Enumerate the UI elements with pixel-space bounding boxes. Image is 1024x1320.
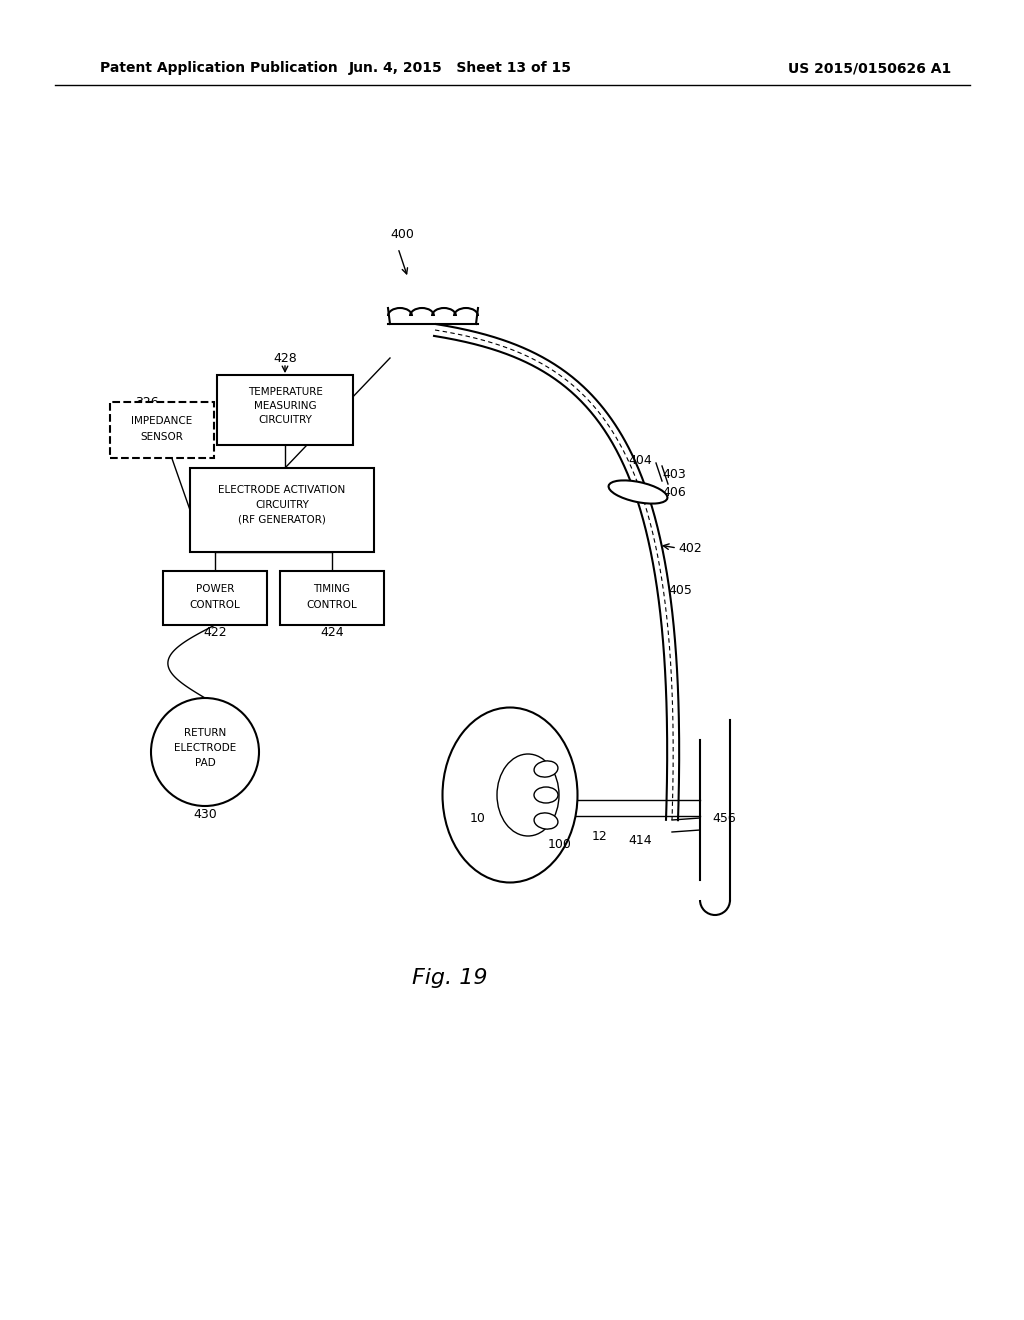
Text: 414: 414 [628,833,652,846]
FancyBboxPatch shape [217,375,353,445]
Text: 400: 400 [390,228,414,242]
Text: 424: 424 [321,627,344,639]
Text: 456: 456 [712,812,736,825]
Text: 10: 10 [470,812,486,825]
FancyBboxPatch shape [280,572,384,624]
Text: 326: 326 [135,396,159,408]
Text: 422: 422 [203,627,226,639]
Text: IMPEDANCE: IMPEDANCE [131,416,193,426]
FancyBboxPatch shape [190,469,374,552]
Circle shape [151,698,259,807]
Text: ELECTRODE: ELECTRODE [174,743,237,752]
Text: SENSOR: SENSOR [140,432,183,442]
Text: PAD: PAD [195,758,215,768]
FancyBboxPatch shape [110,403,214,458]
Text: CONTROL: CONTROL [189,601,241,610]
Text: 402: 402 [678,541,701,554]
Text: US 2015/0150626 A1: US 2015/0150626 A1 [788,61,951,75]
Text: 404: 404 [628,454,651,466]
Ellipse shape [534,787,558,803]
Text: 406: 406 [662,487,686,499]
Text: 428: 428 [273,351,297,364]
Text: CIRCUITRY: CIRCUITRY [258,414,312,425]
Text: 420: 420 [196,477,220,490]
Text: (RF GENERATOR): (RF GENERATOR) [238,515,326,525]
FancyBboxPatch shape [163,572,267,624]
Text: 430: 430 [194,808,217,821]
Text: Jun. 4, 2015   Sheet 13 of 15: Jun. 4, 2015 Sheet 13 of 15 [348,61,571,75]
Text: RETURN: RETURN [184,729,226,738]
Ellipse shape [497,754,559,836]
Text: TIMING: TIMING [313,583,350,594]
Text: MEASURING: MEASURING [254,401,316,411]
Text: 100: 100 [548,838,572,851]
Text: 12: 12 [592,829,608,842]
Ellipse shape [442,708,578,883]
Text: CONTROL: CONTROL [306,601,357,610]
Ellipse shape [608,480,668,504]
Text: Fig. 19: Fig. 19 [413,968,487,987]
Text: CIRCUITRY: CIRCUITRY [255,500,309,510]
Text: Patent Application Publication: Patent Application Publication [100,61,338,75]
Text: 405: 405 [668,583,692,597]
Text: ELECTRODE ACTIVATION: ELECTRODE ACTIVATION [218,484,346,495]
Text: POWER: POWER [196,583,234,594]
Text: TEMPERATURE: TEMPERATURE [248,387,323,397]
Ellipse shape [535,760,558,777]
Text: 403: 403 [662,469,686,482]
Ellipse shape [535,813,558,829]
